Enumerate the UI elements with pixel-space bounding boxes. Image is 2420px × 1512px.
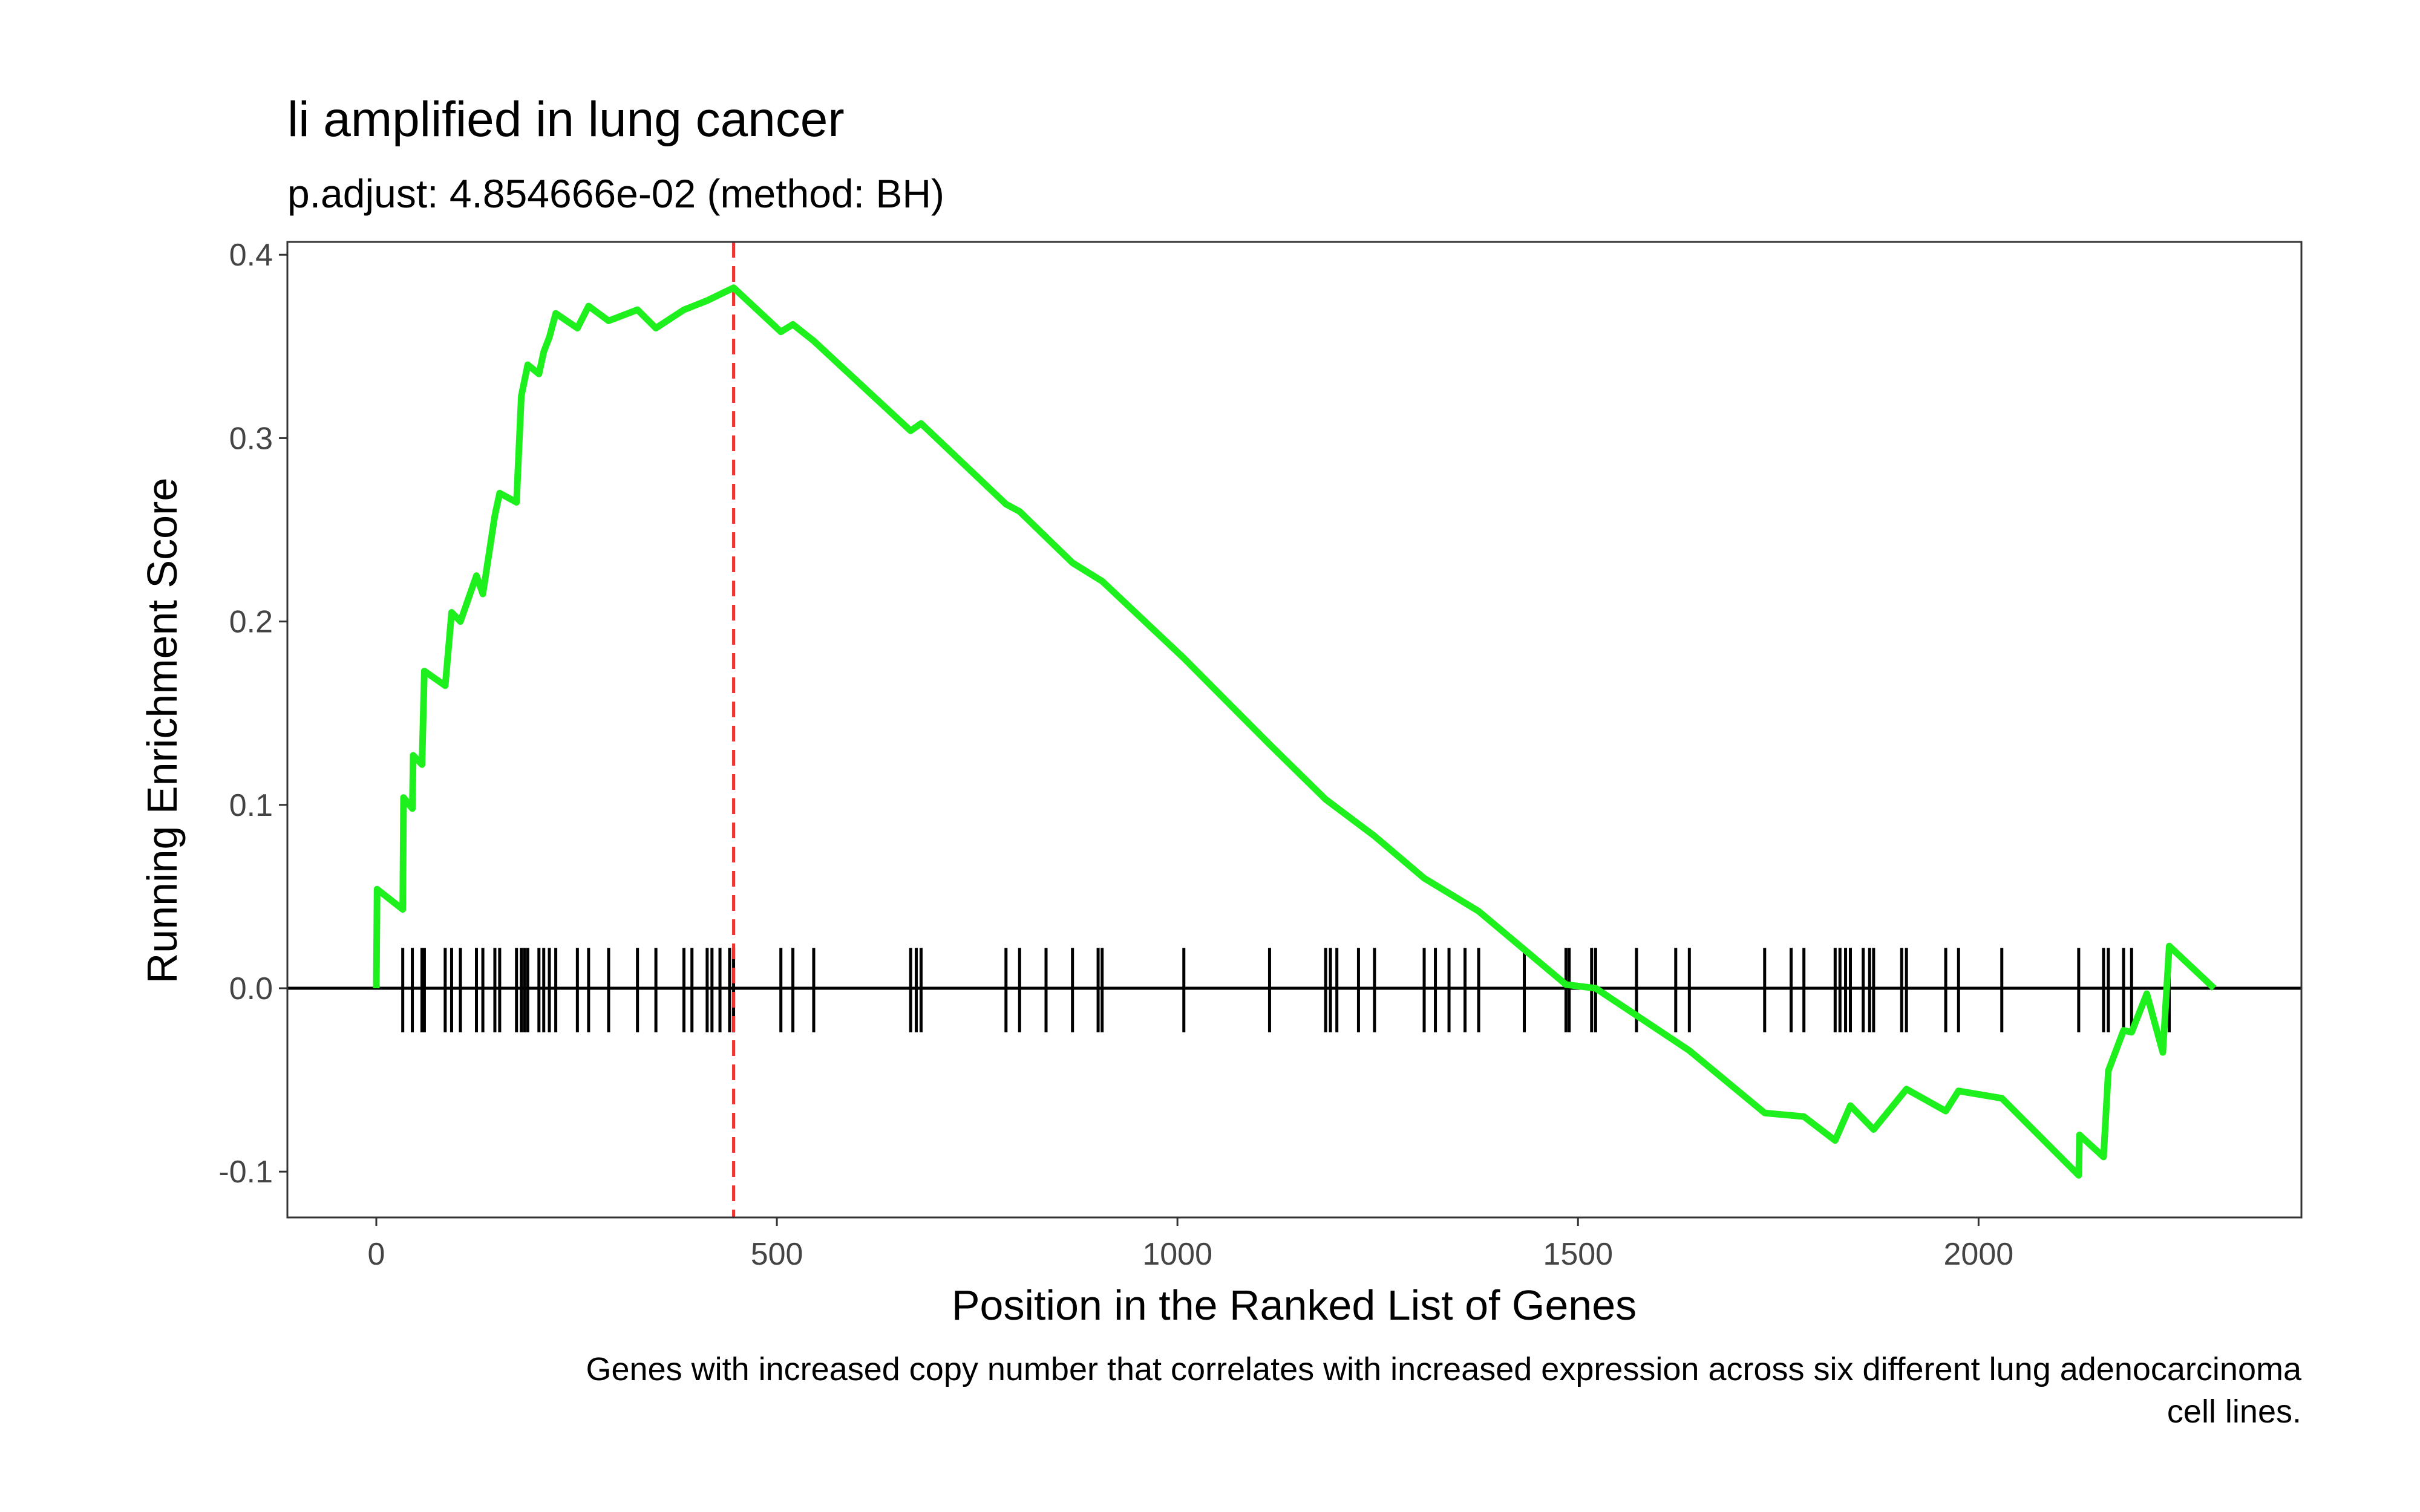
chart-title: li amplified in lung cancer [287, 92, 845, 147]
y-tick-label: 0.0 [229, 971, 273, 1006]
panel-border [286, 241, 2303, 1219]
y-tick-label: 0.1 [229, 788, 273, 823]
x-tick-label: 0 [368, 1237, 385, 1272]
y-axis-label: Running Enrichment Score [139, 478, 186, 984]
x-tick-label: 1000 [1142, 1237, 1212, 1272]
enrichment-line [373, 284, 2217, 1179]
x-axis-label: Position in the Ranked List of Genes [952, 1282, 1637, 1329]
caption: Genes with increased copy number that co… [586, 1351, 2302, 1387]
x-tick-label: 2000 [1944, 1237, 2014, 1272]
y-tick-label: 0.3 [229, 421, 273, 456]
y-tick-label: 0.2 [229, 605, 273, 640]
x-tick-label: 1500 [1543, 1237, 1613, 1272]
chart-subtitle: p.adjust: 4.854666e-02 (method: BH) [287, 171, 944, 216]
y-tick-label: 0.4 [229, 238, 273, 273]
x-tick-label: 500 [751, 1237, 803, 1272]
y-tick-label: -0.1 [218, 1155, 273, 1190]
caption: cell lines. [2167, 1393, 2301, 1430]
